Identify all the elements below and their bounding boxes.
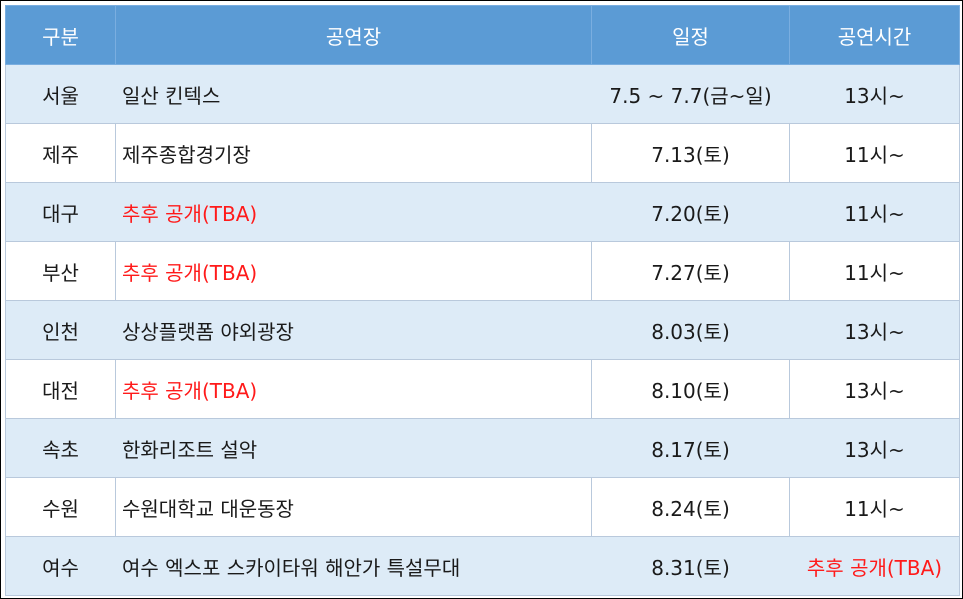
header-time: 공연시간	[789, 5, 960, 65]
row-time: 13시~	[789, 300, 960, 360]
row-venue: 한화리조트 설악	[115, 418, 592, 478]
table-row: 수원 수원대학교 대운동장 8.24(토) 11시~	[5, 477, 960, 537]
row-time: 11시~	[789, 241, 960, 301]
row-venue: 상상플랫폼 야외광장	[115, 300, 592, 360]
row-date: 8.10(토)	[591, 359, 790, 419]
row-time: 11시~	[789, 123, 960, 183]
table-row: 제주 제주종합경기장 7.13(토) 11시~	[5, 123, 960, 183]
header-date: 일정	[591, 5, 790, 65]
table-row: 속초 한화리조트 설악 8.17(토) 13시~	[5, 418, 960, 478]
table-row: 부산 추후 공개(TBA) 7.27(토) 11시~	[5, 241, 960, 301]
row-date: 8.17(토)	[591, 418, 790, 478]
row-venue: 일산 킨텍스	[115, 64, 592, 124]
concert-schedule-table: 구분 공연장 일정 공연시간 서울 일산 킨텍스 7.5 ~ 7.7(금~일) …	[5, 5, 960, 596]
row-time: 13시~	[789, 418, 960, 478]
row-region: 속초	[5, 418, 116, 478]
table-row: 서울 일산 킨텍스 7.5 ~ 7.7(금~일) 13시~	[5, 64, 960, 124]
row-venue: 추후 공개(TBA)	[115, 182, 592, 242]
row-time: 추후 공개(TBA)	[789, 536, 960, 596]
header-region: 구분	[5, 5, 116, 65]
row-region: 수원	[5, 477, 116, 537]
row-region: 서울	[5, 64, 116, 124]
row-venue: 추후 공개(TBA)	[115, 241, 592, 301]
row-venue: 제주종합경기장	[115, 123, 592, 183]
row-date: 7.13(토)	[591, 123, 790, 183]
row-time: 11시~	[789, 182, 960, 242]
row-venue: 추후 공개(TBA)	[115, 359, 592, 419]
row-date: 8.31(토)	[591, 536, 790, 596]
row-time: 13시~	[789, 359, 960, 419]
table-row: 대구 추후 공개(TBA) 7.20(토) 11시~	[5, 182, 960, 242]
row-time: 11시~	[789, 477, 960, 537]
row-region: 대전	[5, 359, 116, 419]
row-time: 13시~	[789, 64, 960, 124]
table-row: 대전 추후 공개(TBA) 8.10(토) 13시~	[5, 359, 960, 419]
row-venue: 수원대학교 대운동장	[115, 477, 592, 537]
row-date: 7.5 ~ 7.7(금~일)	[591, 64, 790, 124]
row-date: 7.20(토)	[591, 182, 790, 242]
row-date: 8.24(토)	[591, 477, 790, 537]
table-row: 인천 상상플랫폼 야외광장 8.03(토) 13시~	[5, 300, 960, 360]
row-region: 부산	[5, 241, 116, 301]
header-venue: 공연장	[115, 5, 592, 65]
row-date: 8.03(토)	[591, 300, 790, 360]
row-date: 7.27(토)	[591, 241, 790, 301]
table-row: 여수 여수 엑스포 스카이타워 해안가 특설무대 8.31(토) 추후 공개(T…	[5, 536, 960, 596]
row-region: 여수	[5, 536, 116, 596]
row-region: 인천	[5, 300, 116, 360]
table-header-row: 구분 공연장 일정 공연시간	[5, 5, 960, 65]
row-venue: 여수 엑스포 스카이타워 해안가 특설무대	[115, 536, 592, 596]
row-region: 대구	[5, 182, 116, 242]
row-region: 제주	[5, 123, 116, 183]
